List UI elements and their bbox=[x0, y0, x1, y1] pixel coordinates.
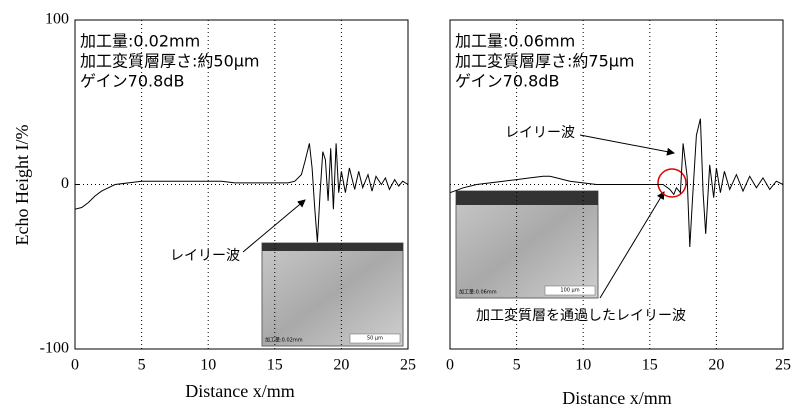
y-tick-label: -100 bbox=[40, 340, 69, 357]
x-axis-label: Distance x/mm bbox=[185, 381, 294, 401]
annotation: レイリー波 bbox=[170, 248, 240, 264]
annotation: ゲイン70.8dB bbox=[80, 72, 184, 91]
inset-scale: 100 μm bbox=[560, 288, 579, 294]
annotation: 加工変質層厚さ:約75μm bbox=[455, 52, 635, 71]
x-tick-label: 20 bbox=[333, 357, 349, 374]
y-tick-label: 100 bbox=[45, 11, 69, 28]
x-tick-label: 10 bbox=[200, 357, 216, 374]
annotation: 加工量:0.06mm bbox=[455, 32, 575, 51]
x-tick-label: 0 bbox=[71, 357, 79, 374]
inset-left bbox=[262, 243, 403, 346]
inset-right bbox=[456, 191, 598, 298]
y-tick-label: 0 bbox=[61, 175, 69, 192]
inset-caption: 加工量:0.02mm bbox=[265, 337, 303, 344]
x-tick-label: 5 bbox=[513, 357, 521, 374]
arrow bbox=[580, 135, 674, 153]
x-tick-label: 25 bbox=[775, 357, 791, 374]
annotation: 加工変質層厚さ:約50μm bbox=[80, 52, 260, 71]
waveform bbox=[75, 143, 408, 242]
annotation: 加工量:0.02mm bbox=[80, 32, 200, 51]
inset-caption: 加工量:0.06mm bbox=[459, 289, 497, 296]
x-tick-label: 5 bbox=[138, 357, 146, 374]
x-tick-label: 20 bbox=[708, 357, 724, 374]
annotation: ゲイン70.8dB bbox=[455, 72, 559, 91]
x-tick-label: 25 bbox=[400, 357, 416, 374]
chart: Echo Height I/% 0510152025-1000100Distan… bbox=[0, 0, 806, 410]
arrow bbox=[600, 192, 664, 298]
x-tick-label: 15 bbox=[642, 357, 658, 374]
x-tick-label: 10 bbox=[575, 357, 591, 374]
annotation: レイリー波 bbox=[505, 125, 575, 141]
inset-scale: 50 μm bbox=[367, 336, 383, 342]
x-tick-label: 15 bbox=[267, 357, 283, 374]
x-axis-label: Distance x/mm bbox=[562, 388, 671, 408]
y-axis-label: Echo Height I/% bbox=[12, 125, 32, 246]
annotation: 加工変質層を通過したレイリー波 bbox=[476, 307, 686, 324]
x-tick-label: 0 bbox=[446, 357, 454, 374]
